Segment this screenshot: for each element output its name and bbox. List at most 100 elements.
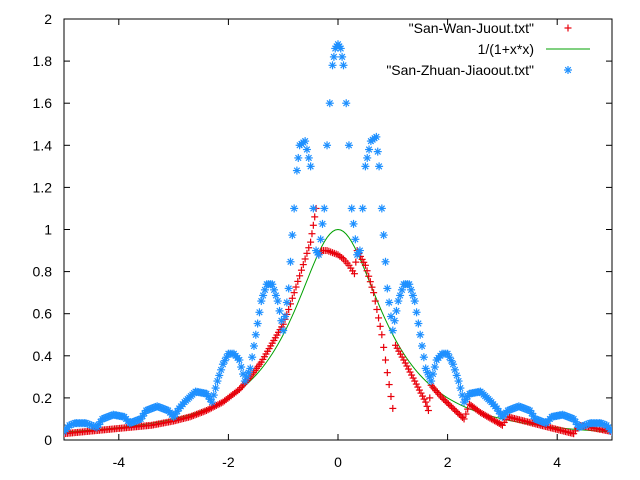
data-point [186, 413, 194, 421]
data-point [214, 401, 222, 409]
data-point [424, 407, 432, 415]
data-point [292, 166, 301, 175]
data-point [390, 316, 399, 325]
star-d2 [323, 142, 331, 149]
star-d2 [387, 313, 395, 320]
data-point [217, 365, 226, 374]
data-point [301, 137, 310, 146]
data-point [237, 363, 246, 372]
data-point [189, 412, 197, 420]
star-d2 [338, 53, 346, 61]
data-point [444, 400, 452, 408]
data-point [199, 408, 207, 416]
data-point [323, 141, 332, 150]
star-d2 [570, 415, 577, 423]
data-point [191, 411, 199, 419]
star-d2 [413, 309, 420, 316]
data-point [342, 99, 351, 108]
data-point [201, 407, 209, 415]
data-point [284, 284, 293, 293]
data-point [296, 272, 304, 280]
star-d2 [350, 220, 357, 228]
data-point [259, 291, 268, 300]
data-point [393, 344, 401, 352]
data-point [448, 403, 456, 411]
data-point [188, 412, 196, 420]
data-point [360, 258, 368, 266]
data-point [361, 261, 369, 269]
star-d2 [424, 369, 431, 376]
star-d2 [289, 231, 296, 239]
star-d2 [362, 163, 369, 170]
data-point [288, 231, 297, 240]
data-point [454, 409, 462, 417]
star-d2 [352, 236, 359, 243]
data-point [420, 395, 428, 403]
data-point [441, 397, 449, 405]
data-point [347, 204, 356, 213]
y-tick-label: 1 [44, 222, 52, 238]
data-point [271, 291, 280, 300]
data-point [338, 52, 347, 61]
star-d2 [448, 357, 455, 364]
data-point [443, 349, 452, 358]
data-point [383, 369, 391, 377]
star-d2 [248, 353, 256, 361]
star-d2 [319, 220, 326, 228]
data-point [309, 204, 318, 213]
data-point [461, 395, 470, 404]
data-point [249, 341, 258, 350]
data-point [408, 291, 417, 300]
star-d2 [212, 384, 219, 392]
data-point [385, 381, 393, 389]
star-d2 [247, 365, 254, 372]
star-d2 [254, 320, 261, 327]
data-point [430, 363, 439, 372]
star-d2 [290, 205, 298, 212]
data-point [407, 285, 416, 294]
data-point [372, 132, 381, 141]
data-point [361, 162, 370, 171]
data-point [366, 278, 374, 286]
data-point [375, 314, 383, 322]
star-d2 [444, 350, 451, 357]
data-point [462, 410, 470, 418]
star-d2 [281, 313, 289, 320]
data-point [383, 284, 392, 293]
data-point [196, 409, 204, 417]
star-d2 [380, 231, 387, 239]
data-point [355, 246, 364, 255]
star-d2 [307, 163, 314, 170]
data-point [381, 257, 390, 266]
data-point [212, 401, 220, 409]
data-point [417, 389, 425, 397]
data-point [433, 388, 441, 396]
data-point [255, 308, 264, 317]
star-d2 [317, 236, 324, 243]
data-point [416, 330, 425, 339]
data-point [292, 283, 300, 291]
star-d2 [608, 430, 612, 435]
star-d2 [270, 286, 278, 294]
data-point [389, 404, 397, 412]
data-point [286, 257, 295, 266]
star-d2 [342, 99, 350, 107]
data-point [215, 371, 224, 380]
data-point [311, 213, 319, 221]
data-point [427, 377, 436, 386]
data-point [202, 407, 210, 415]
data-point [401, 359, 409, 367]
star-d2 [407, 286, 415, 294]
data-point [412, 308, 421, 317]
data-point [301, 255, 309, 263]
data-point [285, 305, 293, 313]
legend-label-1: 1/(1+x*x) [478, 41, 534, 57]
data-point [395, 347, 403, 355]
data-point [451, 406, 459, 414]
data-point [456, 384, 465, 393]
legend-label-0: "San-Wan-Juout.txt" [409, 20, 534, 36]
data-point [406, 368, 414, 376]
star-d2 [427, 377, 435, 385]
legend-label-2: "San-Zhuan-Jiaoout.txt" [386, 62, 534, 78]
legend-swatch-0 [564, 24, 572, 32]
